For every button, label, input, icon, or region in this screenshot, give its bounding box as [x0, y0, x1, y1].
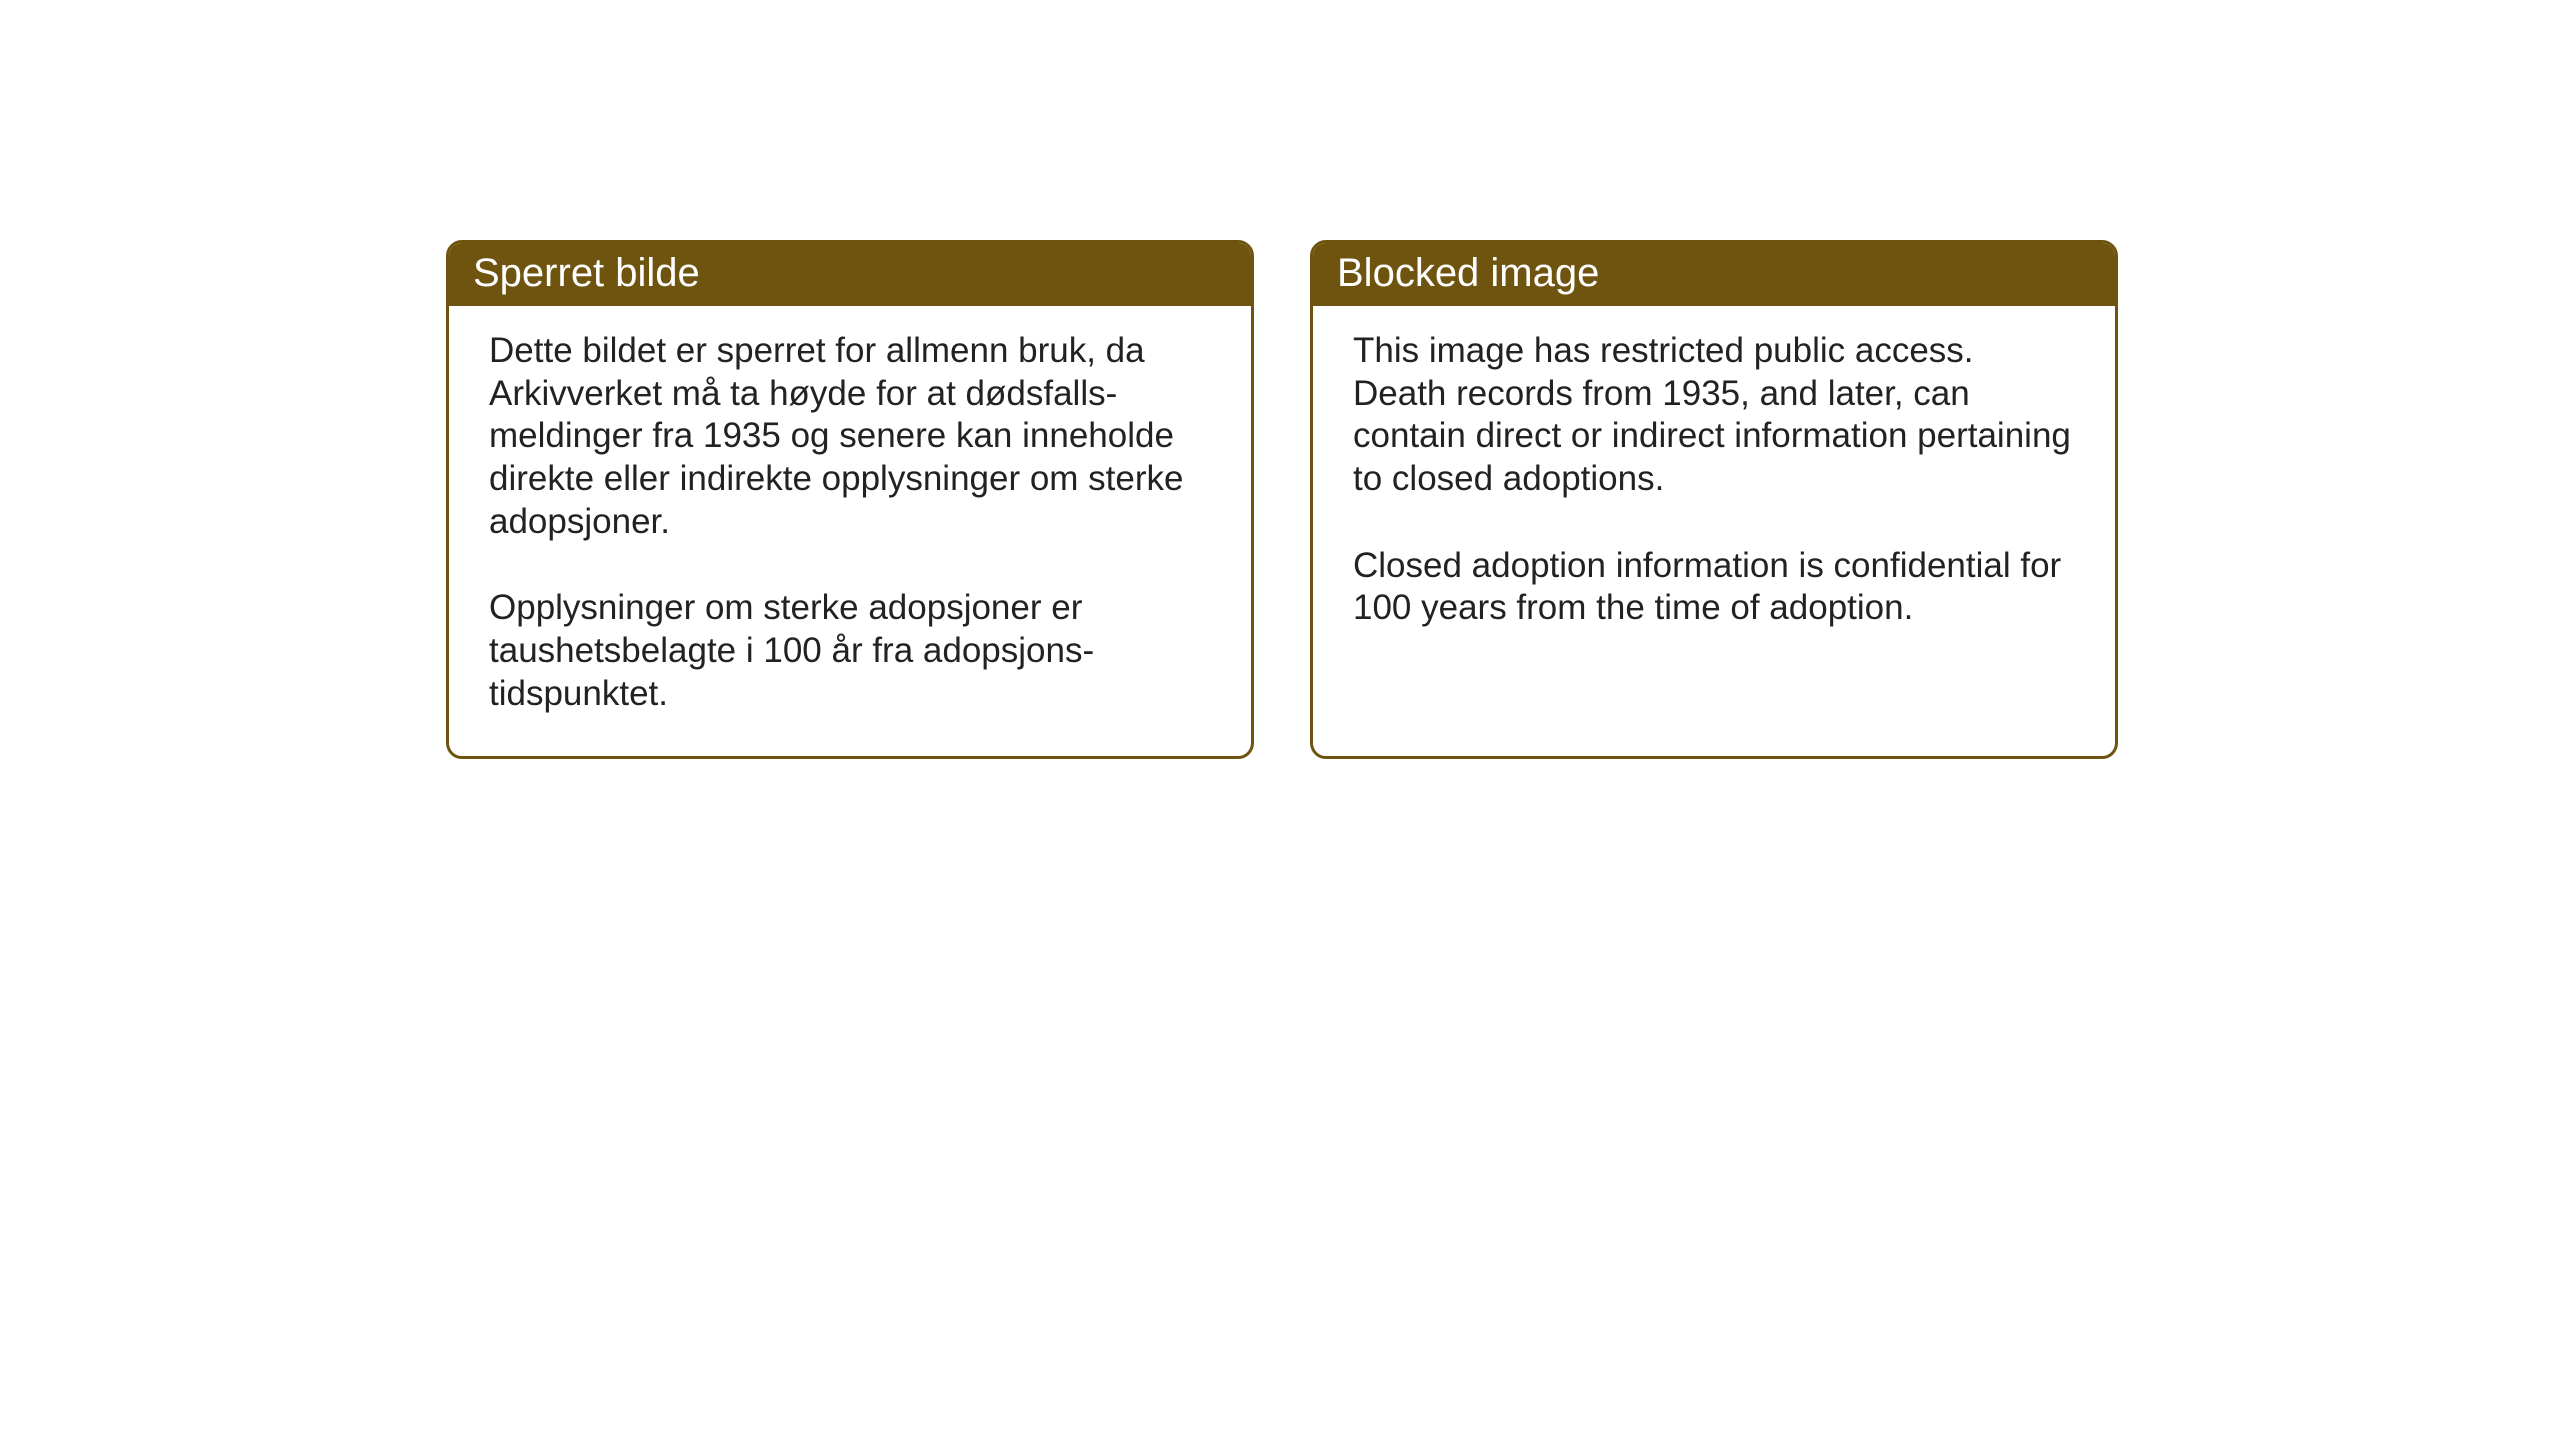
- card-body-english: This image has restricted public access.…: [1313, 306, 2115, 750]
- card-title-english: Blocked image: [1313, 243, 2115, 306]
- card-body-norwegian: Dette bildet er sperret for allmenn bruk…: [449, 306, 1251, 756]
- cards-container: Sperret bilde Dette bildet er sperret fo…: [446, 240, 2118, 759]
- card-paragraph-2-norwegian: Opplysninger om sterke adopsjoner er tau…: [489, 587, 1211, 715]
- card-paragraph-1-norwegian: Dette bildet er sperret for allmenn bruk…: [489, 330, 1211, 543]
- blocked-image-card-english: Blocked image This image has restricted …: [1310, 240, 2118, 759]
- card-title-norwegian: Sperret bilde: [449, 243, 1251, 306]
- card-paragraph-2-english: Closed adoption information is confident…: [1353, 545, 2075, 630]
- blocked-image-card-norwegian: Sperret bilde Dette bildet er sperret fo…: [446, 240, 1254, 759]
- card-paragraph-1-english: This image has restricted public access.…: [1353, 330, 2075, 501]
